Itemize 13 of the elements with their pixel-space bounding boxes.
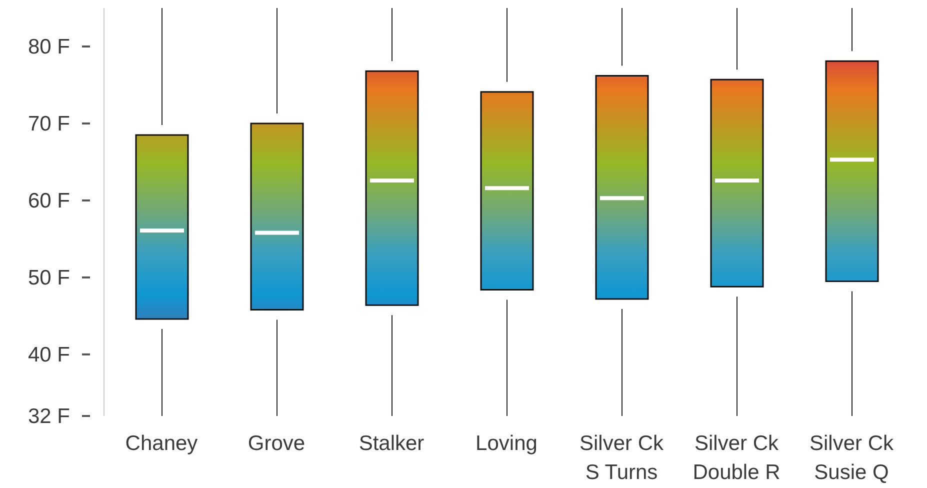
x-tick-label: Silver Ck Double R bbox=[692, 432, 780, 484]
y-tick-label: 60 F bbox=[28, 189, 70, 212]
x-tick-label: Silver Ck Susie Q bbox=[809, 432, 894, 484]
y-tick-label: 80 F bbox=[28, 35, 70, 58]
y-tick-label: 70 F bbox=[28, 112, 70, 136]
x-tick-label: Grove bbox=[248, 432, 306, 455]
x-tick-label: Silver Ck S Turns bbox=[579, 432, 664, 484]
y-tick-label: 40 F bbox=[28, 343, 70, 366]
x-tick-label: Loving bbox=[476, 432, 538, 455]
y-tick-label: 50 F bbox=[28, 266, 70, 290]
x-tick-label: Chaney bbox=[125, 432, 198, 455]
y-tick-label: 32 F bbox=[28, 405, 70, 428]
x-tick-label: Stalker bbox=[358, 432, 424, 455]
